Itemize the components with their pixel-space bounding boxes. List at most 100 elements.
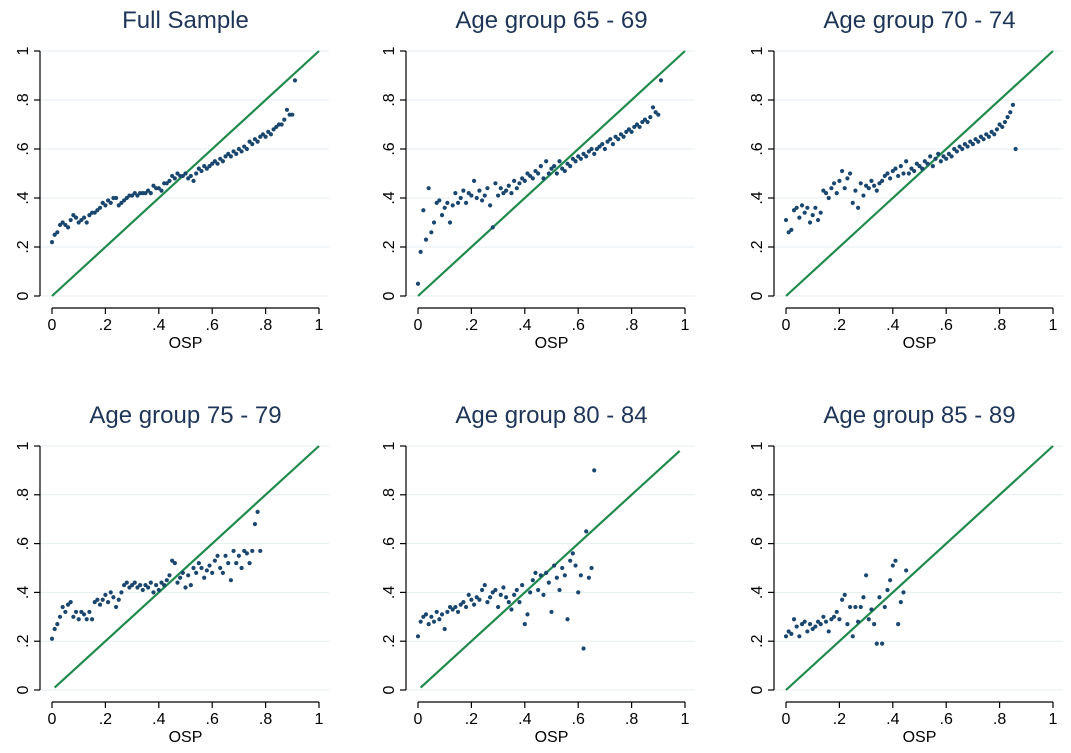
scatter-point <box>450 607 455 612</box>
scatter-point <box>196 561 201 566</box>
scatter-point <box>839 597 845 602</box>
y-tick-label: 0 <box>381 685 398 694</box>
scatter-point <box>592 468 597 473</box>
scatter-point <box>546 580 551 585</box>
x-tick-label: .2 <box>833 317 846 334</box>
y-tick-label: .6 <box>15 142 32 155</box>
scatter-point <box>592 151 597 156</box>
scatter-point <box>461 188 466 193</box>
scatter-point <box>842 186 847 191</box>
scatter-point <box>831 181 837 186</box>
scatter-point <box>105 198 111 203</box>
scatter-point <box>450 203 455 208</box>
scatter-point <box>143 191 148 196</box>
scatter-point <box>290 112 295 117</box>
scatter-point <box>842 592 847 597</box>
y-tick-label: 1 <box>15 441 32 450</box>
scatter-point <box>97 602 103 607</box>
scatter-point <box>121 582 127 588</box>
scatter-point <box>858 604 863 610</box>
scatter-point <box>239 565 244 571</box>
scatter-point <box>973 137 978 142</box>
scatter-point <box>204 568 209 573</box>
scatter-point <box>789 631 794 636</box>
scatter-point <box>180 570 185 575</box>
scatter-point <box>234 561 239 566</box>
scatter-point <box>925 161 930 166</box>
scatter-point <box>477 597 482 602</box>
scatter-point <box>421 208 426 213</box>
scatter-point <box>866 617 871 622</box>
scatter-point <box>423 612 429 617</box>
scatter-point <box>49 636 55 641</box>
scatter-point <box>914 161 919 166</box>
scatter-point <box>861 193 866 198</box>
scatter-point <box>885 171 890 176</box>
chart-panel-5: Age group 80 - 84 0 .2 .4 .6 .8 1 0 .2 .4 .6 .8 1 OSP <box>381 402 695 746</box>
y-tick-label: .4 <box>381 191 398 204</box>
y-tick-label: .4 <box>381 586 398 599</box>
scatter-point <box>869 178 874 183</box>
scatter-point <box>439 612 445 617</box>
scatter-point <box>55 622 60 627</box>
scatter-point <box>861 595 866 600</box>
scatter-point <box>794 624 799 629</box>
scatter-point <box>170 173 175 179</box>
scatter-point <box>621 134 626 139</box>
scatter-point <box>536 171 541 176</box>
y-tick-label: .4 <box>15 191 32 204</box>
scatter-point <box>52 626 57 632</box>
scatter-point <box>549 166 554 171</box>
scatter-point <box>76 220 81 225</box>
scatter-point <box>522 178 527 183</box>
scatter-point <box>429 614 434 619</box>
scatter-point <box>79 609 84 615</box>
scatter-point <box>544 570 549 575</box>
scatter-point <box>477 188 482 193</box>
scatter-point <box>554 171 559 176</box>
scatter-point <box>175 580 180 585</box>
scatter-point <box>650 105 656 110</box>
y-tick-label: 1 <box>749 441 766 450</box>
scatter-point <box>642 117 648 122</box>
scatter-point <box>634 122 640 127</box>
scatter-point <box>789 227 794 232</box>
scatter-point <box>600 142 605 147</box>
scatter-point <box>442 205 447 210</box>
y-tick-label: .8 <box>381 93 398 106</box>
chart-panel-4: Age group 75 - 79 0 .2 .4 .6 .8 1 0 .2 .4 .6 .8 1 OSP <box>15 402 329 746</box>
scatter-point <box>1008 110 1013 115</box>
scatter-point <box>847 604 853 610</box>
scatter-point <box>284 107 290 112</box>
scatter-point <box>496 604 501 610</box>
scatter-point <box>415 634 421 639</box>
x-tick-label: .4 <box>886 317 899 334</box>
scatter-point <box>426 622 431 627</box>
scatter-point <box>220 570 225 575</box>
scatter-point <box>807 622 813 627</box>
scatter-point <box>608 137 613 142</box>
scatter-point <box>602 146 608 152</box>
scatter-point <box>140 587 145 593</box>
scatter-point <box>453 191 458 196</box>
scatter-point <box>568 164 573 169</box>
scatter-point <box>1005 115 1010 120</box>
scatter-point <box>893 558 898 563</box>
scatter-point <box>888 176 893 181</box>
scatter-point <box>1010 102 1016 107</box>
scatter-point <box>896 622 901 627</box>
scatter-point <box>525 171 530 176</box>
scatter-point <box>901 590 906 595</box>
scatter-point <box>605 139 610 144</box>
panel-title: Age group 75 - 79 <box>89 402 281 429</box>
x-tick-label: .8 <box>993 317 1006 334</box>
scatter-point <box>568 558 573 563</box>
chart-panel-1: Full Sample 0 .2 .4 .6 .8 1 0 .2 .4 .6 .8 1 OSP <box>15 7 329 352</box>
scatter-point <box>132 580 137 585</box>
x-tick-label: 0 <box>782 317 791 334</box>
scatter-point <box>167 573 172 578</box>
scatter-point <box>624 129 629 134</box>
scatter-point <box>826 195 831 201</box>
scatter-point <box>946 151 951 156</box>
scatter-point <box>247 139 252 144</box>
